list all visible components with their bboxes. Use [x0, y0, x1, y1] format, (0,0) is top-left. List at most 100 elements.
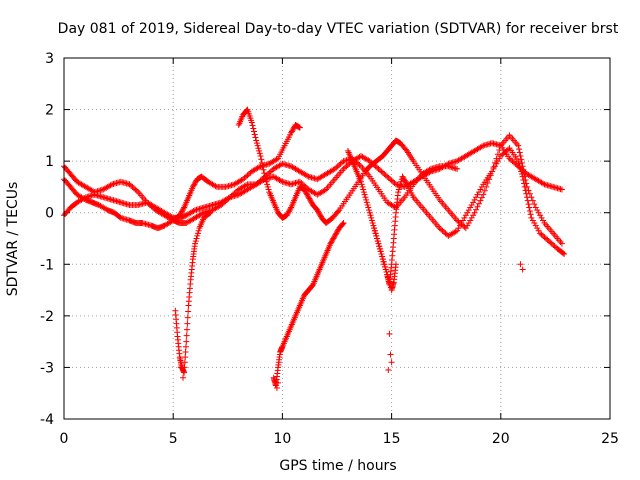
data-point	[455, 218, 462, 225]
data-point	[328, 238, 335, 245]
data-point	[262, 176, 269, 183]
y-tick-label: 3	[45, 51, 54, 67]
data-point	[558, 186, 565, 193]
data-point	[374, 238, 381, 245]
data-point	[516, 163, 523, 170]
data-point	[395, 186, 402, 193]
data-point	[461, 214, 468, 221]
data-point	[265, 186, 272, 193]
data-point	[402, 146, 409, 153]
data-point	[379, 253, 386, 260]
data-point	[331, 232, 338, 239]
data-point	[382, 172, 389, 179]
data-point	[287, 205, 294, 212]
data-point	[478, 143, 485, 150]
data-point	[376, 167, 383, 174]
data-point	[366, 209, 373, 216]
data-point	[255, 145, 262, 152]
data-point	[207, 209, 214, 216]
data-point	[254, 180, 261, 187]
data-point	[477, 186, 484, 193]
data-point	[185, 308, 192, 315]
data-point	[177, 364, 184, 371]
data-point	[390, 178, 397, 185]
data-point	[296, 178, 303, 185]
data-point	[81, 195, 88, 202]
data-point	[224, 196, 231, 203]
data-point	[477, 197, 484, 204]
data-point	[315, 209, 322, 216]
data-point	[544, 236, 551, 243]
data-point	[286, 207, 293, 214]
data-point	[474, 203, 481, 210]
data-point	[402, 178, 409, 185]
data-point	[145, 200, 152, 207]
data-point	[334, 229, 340, 236]
data-point	[382, 266, 389, 273]
data-point	[259, 159, 266, 166]
data-point	[258, 156, 265, 163]
data-point	[263, 178, 270, 185]
data-point	[385, 276, 392, 283]
data-point	[251, 131, 258, 138]
data-point	[199, 210, 206, 217]
data-point	[218, 201, 225, 208]
data-point	[340, 220, 347, 227]
data-point	[250, 125, 257, 132]
data-point	[189, 183, 196, 190]
data-point	[457, 222, 464, 229]
data-point	[467, 217, 474, 224]
data-point	[470, 212, 477, 219]
data-point	[248, 119, 255, 126]
data-point	[385, 367, 392, 374]
data-point	[149, 204, 156, 211]
data-point	[363, 196, 370, 203]
data-point	[328, 239, 335, 246]
data-point	[368, 214, 375, 221]
data-point	[244, 172, 251, 179]
data-point	[473, 206, 480, 213]
data-point	[334, 163, 341, 170]
data-point	[374, 235, 381, 242]
data-point	[307, 196, 314, 203]
data-point	[366, 207, 373, 214]
data-point	[540, 232, 547, 239]
data-point	[314, 207, 321, 214]
data-point	[462, 225, 469, 232]
data-point	[240, 176, 247, 183]
data-point	[500, 150, 507, 157]
data-point	[561, 250, 568, 257]
data-point	[261, 170, 268, 177]
data-point	[256, 147, 263, 154]
data-point	[534, 225, 541, 232]
data-point	[520, 177, 527, 184]
data-point	[515, 142, 522, 149]
data-point	[489, 168, 496, 175]
data-point	[537, 230, 544, 237]
data-point	[541, 234, 548, 241]
data-point	[180, 374, 187, 381]
data-point	[519, 266, 526, 273]
data-point	[505, 146, 512, 153]
data-point	[333, 230, 340, 237]
data-point	[468, 214, 475, 221]
data-point	[254, 142, 261, 149]
data-point	[388, 177, 395, 184]
data-point	[525, 201, 532, 208]
data-point	[133, 187, 140, 194]
data-point	[379, 169, 386, 176]
data-point	[484, 180, 491, 187]
data-point	[400, 174, 407, 181]
data-point	[461, 223, 468, 230]
data-point	[478, 183, 485, 190]
data-point	[129, 183, 136, 190]
data-point	[377, 248, 384, 255]
data-point	[266, 169, 273, 176]
data-point	[308, 199, 315, 206]
data-point	[475, 200, 482, 207]
data-point	[518, 168, 525, 175]
data-point	[376, 243, 383, 250]
data-point	[339, 220, 346, 227]
data-point	[465, 220, 472, 227]
